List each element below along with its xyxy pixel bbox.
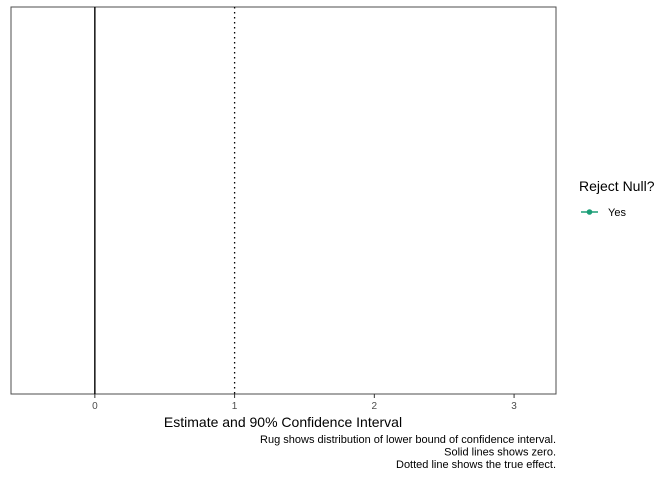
x-tick-label: 0 [92, 401, 98, 412]
caption-line: Rug shows distribution of lower bound of… [260, 434, 556, 446]
caption-line: Dotted line shows the true effect. [396, 459, 556, 471]
x-tick-label: 3 [511, 401, 517, 412]
x-tick-label: 1 [232, 401, 238, 412]
legend-key-point [586, 209, 593, 215]
legend-label-yes: Yes [608, 207, 626, 219]
caption-line: Solid lines shows zero. [444, 447, 556, 459]
x-axis: 0 1 2 3 [92, 394, 517, 412]
plot-panel [10, 6, 557, 395]
x-axis-title: Estimate and 90% Confidence Interval [164, 414, 402, 430]
x-tick-label: 2 [372, 401, 378, 412]
legend-title: Reject Null? [579, 178, 655, 194]
caption: Rug shows distribution of lower bound of… [260, 434, 556, 471]
